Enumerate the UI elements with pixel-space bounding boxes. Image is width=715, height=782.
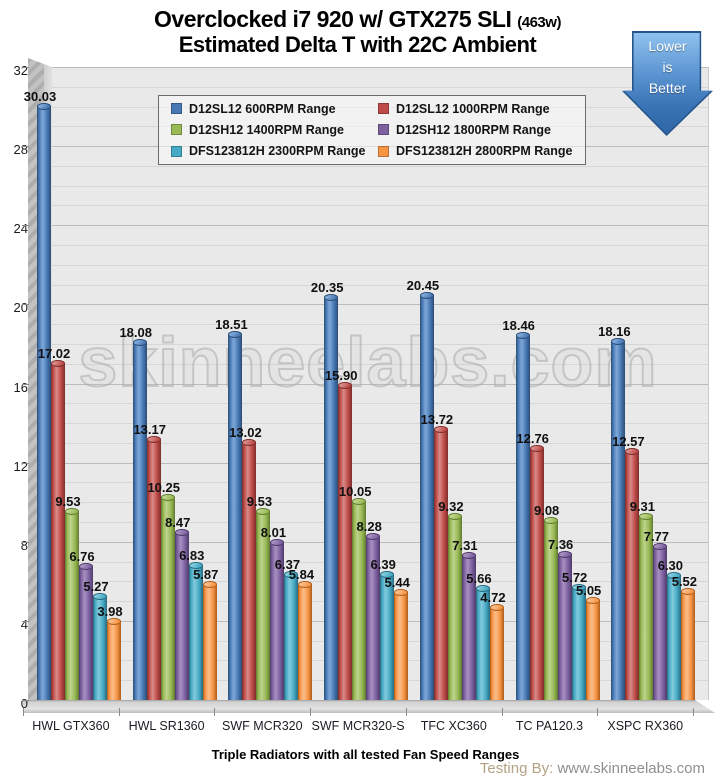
x-axis-tick (693, 708, 695, 716)
x-axis-tick (214, 708, 216, 716)
footer: Testing By: www.skinneelabs.com (480, 760, 705, 777)
gridline (52, 343, 708, 345)
legend-swatch-icon (171, 124, 182, 136)
x-axis-tick (501, 708, 503, 716)
gridline (52, 284, 708, 286)
arrow-text-line: Lower (648, 38, 687, 54)
gridline (52, 561, 708, 563)
y-axis-label: 20 (13, 300, 28, 316)
gridline (52, 324, 708, 326)
gridline (52, 245, 708, 247)
gridline (52, 225, 708, 227)
x-axis-tick (597, 708, 599, 716)
y-axis-tick (22, 700, 29, 701)
y-axis-tick (22, 67, 29, 68)
x-axis-label: SWF MCR320 (222, 719, 303, 733)
x-axis-tick (310, 708, 312, 716)
arrow-text-line: Better (648, 80, 687, 96)
gridline (52, 660, 708, 662)
legend-swatch-icon (378, 103, 389, 115)
y-axis-label: 8 (20, 537, 28, 553)
x-axis-tick (118, 708, 120, 716)
gridline (52, 462, 708, 464)
y-axis-tick (22, 620, 29, 622)
gridline (52, 264, 708, 266)
chart-3d-floor (23, 700, 715, 713)
x-axis-label: XSPC RX360 (607, 719, 684, 733)
legend-item: D12SH12 1800RPM Range (378, 123, 585, 137)
legend-label: D12SL12 1000RPM Range (396, 101, 550, 116)
x-axis-title: Triple Radiators with all tested Fan Spe… (211, 747, 520, 762)
lower-is-better-arrow: Lower is Better (622, 31, 713, 136)
footer-url: www.skinneelabs.com (557, 760, 705, 777)
gridline (52, 423, 708, 425)
wall-face (44, 58, 52, 713)
x-axis-tick (405, 708, 407, 716)
gridline (52, 205, 708, 207)
y-axis-label: 16 (13, 379, 28, 395)
arrow-text: Lower is Better (622, 36, 713, 99)
gridline (52, 601, 708, 603)
legend-item: DFS123812H 2300RPM Range (171, 144, 378, 158)
legend-item: D12SH12 1400RPM Range (171, 123, 378, 137)
legend-swatch-icon (171, 103, 182, 115)
y-axis-label: 32 (13, 63, 28, 78)
y-axis-tick (22, 304, 29, 306)
gridline (52, 620, 708, 622)
y-axis-tick (22, 146, 29, 148)
x-axis-label: SWF MCR320-S (311, 719, 405, 733)
chart-subtitle: Estimated Delta T with 22C Ambient (178, 32, 537, 57)
legend-label: D12SL12 600RPM Range (189, 101, 336, 116)
gridline (52, 67, 708, 68)
y-axis-label: 24 (13, 221, 28, 237)
arrow-text-line: is (662, 59, 673, 75)
legend: D12SL12 600RPM Range D12SL12 1000RPM Rang… (158, 95, 586, 165)
gridline (52, 482, 708, 484)
gridline (52, 185, 708, 187)
gridline (52, 165, 708, 167)
footer-testing-by: Testing By: (479, 760, 554, 777)
gridline (52, 680, 708, 682)
x-axis-label: HWL GTX360 (32, 719, 110, 733)
gridline (52, 502, 708, 504)
legend-label: D12SH12 1800RPM Range (396, 122, 551, 137)
legend-swatch-icon (378, 124, 389, 136)
legend-label: DFS123812H 2800RPM Range (396, 144, 573, 159)
legend-label: DFS123812H 2300RPM Range (189, 144, 366, 159)
gridline (52, 581, 708, 583)
legend-swatch-icon (378, 145, 389, 157)
wall-hatch (28, 58, 44, 713)
y-axis-label: 0 (20, 696, 28, 711)
x-axis-label: TFC XC360 (420, 719, 487, 733)
gridline (52, 640, 708, 642)
y-axis-label: 28 (13, 142, 28, 158)
gridline (52, 86, 708, 88)
legend-item: D12SL12 600RPM Range (171, 102, 378, 116)
y-axis-tick (22, 541, 29, 543)
y-axis-label: 4 (20, 616, 28, 632)
legend-swatch-icon (171, 145, 182, 157)
chart-3d-wall (28, 58, 52, 713)
gridline (52, 383, 708, 385)
x-axis-label: HWL SR1360 (128, 719, 205, 733)
gridline (52, 363, 708, 365)
gridline (52, 304, 708, 306)
legend-label: D12SH12 1400RPM Range (189, 122, 344, 137)
chart-title: Overclocked i7 920 w/ GTX275 SLI (463w) (0, 6, 715, 33)
gridline (52, 442, 708, 444)
legend-item: DFS123812H 2800RPM Range (378, 144, 585, 158)
chart-title-main: Overclocked i7 920 w/ GTX275 SLI (154, 6, 512, 32)
x-axis-label: TC PA120.3 (515, 719, 584, 733)
gridline (52, 403, 708, 405)
chart-title-suffix: (463w) (517, 14, 561, 31)
y-axis-tick (22, 225, 29, 227)
y-axis-tick (22, 462, 29, 464)
y-axis-label: 12 (13, 458, 28, 474)
gridline (52, 521, 708, 523)
legend-item: D12SL12 1000RPM Range (378, 102, 585, 116)
gridline (52, 541, 708, 543)
y-axis-tick (22, 383, 29, 385)
x-axis-tick (23, 708, 24, 716)
